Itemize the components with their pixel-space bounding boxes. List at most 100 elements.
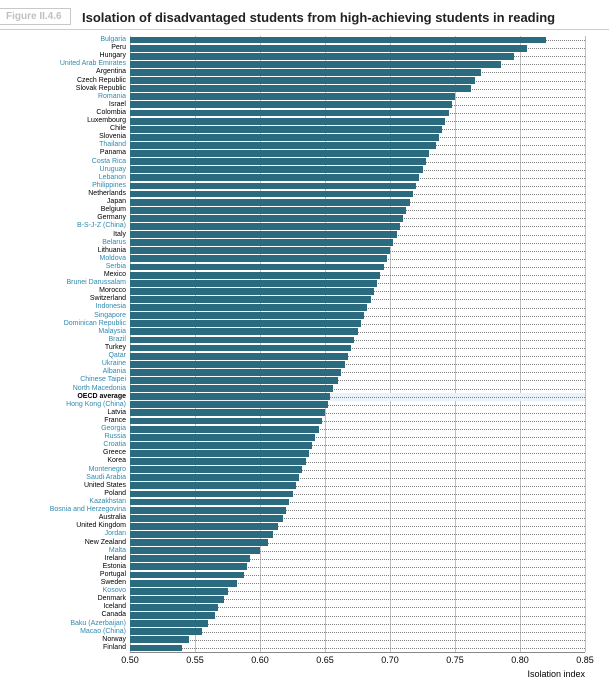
bar <box>130 353 348 360</box>
bar-row: United Arab Emirates <box>130 60 585 68</box>
bar <box>130 191 413 198</box>
bar <box>130 337 354 344</box>
bar-row: Indonesia <box>130 303 585 311</box>
bar <box>130 328 358 335</box>
bar-label: Hong Kong (China) <box>66 401 130 409</box>
figure-title: Isolation of disadvantaged students from… <box>0 0 609 30</box>
bar-label: Korea <box>107 457 130 465</box>
bar-row: Japan <box>130 198 585 206</box>
bar-row: Belarus <box>130 239 585 247</box>
bar <box>130 296 371 303</box>
bar-row: Thailand <box>130 141 585 149</box>
bar-row: Brunei Darussalam <box>130 279 585 287</box>
bar-label: Russia <box>105 433 130 441</box>
bar-label: Israel <box>109 101 130 109</box>
bar-row: Italy <box>130 231 585 239</box>
bar <box>130 499 289 506</box>
bar-label: Macao (China) <box>80 628 130 636</box>
bar <box>130 450 309 457</box>
bar-label: Australia <box>99 514 130 522</box>
bar-row: North Macedonia <box>130 385 585 393</box>
bar-label: Panama <box>100 149 130 157</box>
bar <box>130 393 330 400</box>
bar-row: France <box>130 417 585 425</box>
bar <box>130 158 426 165</box>
bar-label: Ukraine <box>102 360 130 368</box>
bar-label: Morocco <box>99 287 130 295</box>
bar-row: Costa Rica <box>130 158 585 166</box>
bar <box>130 215 403 222</box>
bar-row: Singapore <box>130 312 585 320</box>
bar-label: United Kingdom <box>76 522 130 530</box>
bar <box>130 61 501 68</box>
x-tick: 0.60 <box>251 655 269 665</box>
bar-label: United Arab Emirates <box>60 60 130 68</box>
bar <box>130 442 312 449</box>
gridline <box>585 36 586 652</box>
bar-row: Panama <box>130 149 585 157</box>
x-tick: 0.55 <box>186 655 204 665</box>
bar-label: Mexico <box>104 271 130 279</box>
bar-label: Saudi Arabia <box>86 474 130 482</box>
bar-row: Estonia <box>130 563 585 571</box>
bar-row: Norway <box>130 636 585 644</box>
bar-label: Denmark <box>98 595 130 603</box>
bar-label: Malaysia <box>98 328 130 336</box>
bar-row: Slovenia <box>130 133 585 141</box>
bar-label: Serbia <box>106 263 130 271</box>
x-tick: 0.80 <box>511 655 529 665</box>
bar-row: Philippines <box>130 182 585 190</box>
bar-row: Ukraine <box>130 360 585 368</box>
x-tick: 0.85 <box>576 655 594 665</box>
bar-row: Malta <box>130 547 585 555</box>
bar-label: Sweden <box>101 579 130 587</box>
bar <box>130 223 400 230</box>
bar-label: Kazakhstan <box>89 498 130 506</box>
bar <box>130 645 182 652</box>
bar-row: United Kingdom <box>130 522 585 530</box>
bar-label: Kosovo <box>103 587 130 595</box>
bar <box>130 523 278 530</box>
bar <box>130 426 319 433</box>
bar-row: Poland <box>130 490 585 498</box>
x-tick: 0.70 <box>381 655 399 665</box>
bar-row: Russia <box>130 433 585 441</box>
bar-label: Latvia <box>107 409 130 417</box>
bar <box>130 409 325 416</box>
bar <box>130 515 283 522</box>
bar-label: Chinese Taipei <box>80 376 130 384</box>
bar <box>130 458 306 465</box>
bar-row: Mexico <box>130 271 585 279</box>
bar-label: Romania <box>98 93 130 101</box>
bar-label: France <box>104 417 130 425</box>
bar-label: Belgium <box>101 206 130 214</box>
bar-label: North Macedonia <box>73 385 130 393</box>
bar <box>130 118 445 125</box>
bar <box>130 264 384 271</box>
bar-row: Sweden <box>130 579 585 587</box>
bar <box>130 620 208 627</box>
bar-label: Turkey <box>105 344 130 352</box>
bar-label: Dominican Republic <box>64 320 130 328</box>
bar <box>130 199 410 206</box>
bar <box>130 345 351 352</box>
chart: BulgariaPeruHungaryUnited Arab EmiratesA… <box>10 36 599 687</box>
bar-label: Singapore <box>94 312 130 320</box>
x-tick: 0.65 <box>316 655 334 665</box>
bar <box>130 401 328 408</box>
bar-row: Israel <box>130 101 585 109</box>
bar-row: United States <box>130 482 585 490</box>
bar <box>130 166 423 173</box>
bar-label: Czech Republic <box>77 77 130 85</box>
bar-label: Slovenia <box>99 133 130 141</box>
bar-label: Brazil <box>108 336 130 344</box>
bar-row: Peru <box>130 44 585 52</box>
bar-row: Hungary <box>130 52 585 60</box>
bar <box>130 174 419 181</box>
bar-row: Slovak Republic <box>130 85 585 93</box>
bar <box>130 183 416 190</box>
bar-row: Czech Republic <box>130 77 585 85</box>
x-tick: 0.50 <box>121 655 139 665</box>
bar-label: Finland <box>103 644 130 652</box>
bar-row: Baku (Azerbaijan) <box>130 620 585 628</box>
